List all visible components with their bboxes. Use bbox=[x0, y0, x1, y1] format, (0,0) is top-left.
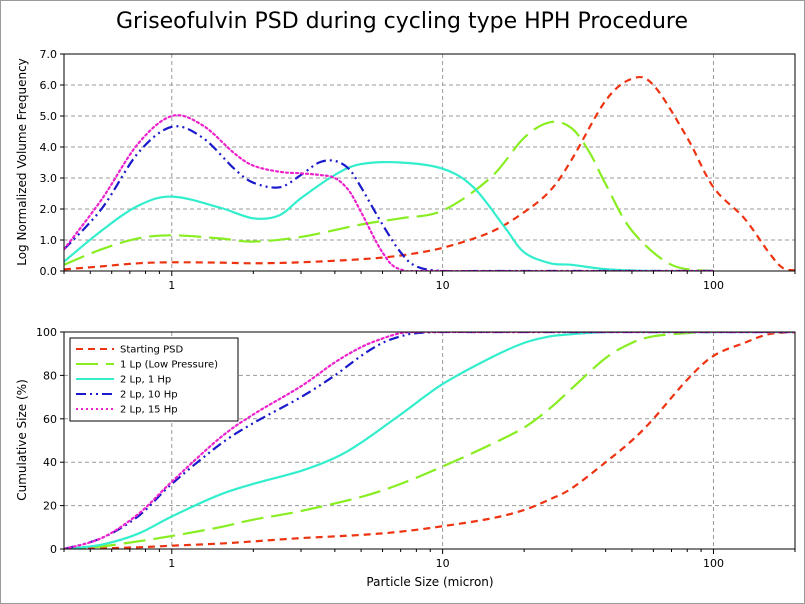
cumulative-series-line-5 bbox=[64, 332, 795, 549]
frequency-series-line-5 bbox=[64, 114, 715, 271]
frequency-y-tick-label: 0.0 bbox=[40, 265, 58, 278]
legend-label-5: 2 Lp, 15 Hp bbox=[120, 405, 178, 416]
frequency-plot: Log Normalized Volume Frequency 0.0 1.0 2.… bbox=[15, 48, 796, 292]
frequency-y-tick-label: 5.0 bbox=[40, 110, 58, 123]
frequency-y-axis-label: Log Normalized Volume Frequency bbox=[15, 58, 29, 266]
frequency-series-line-3 bbox=[64, 161, 714, 271]
frequency-series-line-4 bbox=[64, 125, 714, 271]
legend-label-3: 2 Lp, 1 Hp bbox=[120, 375, 171, 386]
frequency-x-tick-label: 100 bbox=[703, 279, 724, 292]
frequency-series-line-1 bbox=[64, 75, 795, 271]
cumulative-y-tick-label: 0 bbox=[50, 543, 57, 556]
legend-label-2: 1 Lp (Low Pressure) bbox=[120, 360, 218, 371]
frequency-series-line-2 bbox=[64, 120, 714, 271]
cumulative-y-tick-label: 20 bbox=[43, 500, 57, 513]
cumulative-plot-frame bbox=[63, 331, 796, 550]
frequency-y-tick-label: 4.0 bbox=[40, 141, 58, 154]
frequency-y-tick-label: 3.0 bbox=[40, 172, 58, 185]
chart-title: Griseofulvin PSD during cycling type HPH… bbox=[116, 9, 688, 34]
frequency-x-tick-label: 1 bbox=[168, 279, 175, 292]
legend: Starting PSD 1 Lp (Low Pressure) 2 Lp, 1 H… bbox=[69, 337, 239, 422]
frequency-y-tick-label: 6.0 bbox=[40, 79, 58, 92]
cumulative-series-line-3 bbox=[64, 332, 795, 549]
frequency-plot-frame bbox=[63, 53, 796, 272]
cumulative-series-line-2 bbox=[64, 332, 795, 549]
cumulative-series-line-1 bbox=[64, 332, 795, 549]
x-axis-label: Particle Size (micron) bbox=[366, 575, 493, 589]
frequency-y-tick-label: 2.0 bbox=[40, 203, 58, 216]
cumulative-series-line-4 bbox=[64, 332, 795, 549]
legend-label-4: 2 Lp, 10 Hp bbox=[120, 390, 178, 401]
cumulative-x-tick-label: 1 bbox=[168, 557, 175, 570]
cumulative-y-tick-label: 100 bbox=[36, 326, 57, 339]
cumulative-x-tick-label: 100 bbox=[703, 557, 724, 570]
cumulative-x-tick-label: 10 bbox=[436, 557, 450, 570]
frequency-y-tick-label: 1.0 bbox=[40, 234, 58, 247]
cumulative-y-tick-label: 80 bbox=[43, 369, 57, 382]
frequency-x-tick-label: 10 bbox=[436, 279, 450, 292]
cumulative-y-axis-label: Cumulative Size (%) bbox=[15, 379, 29, 501]
cumulative-plot: Cumulative Size (%) Particle Size (micro… bbox=[15, 326, 796, 589]
legend-label-1: Starting PSD bbox=[120, 345, 183, 356]
cumulative-y-tick-label: 60 bbox=[43, 413, 57, 426]
cumulative-y-tick-label: 40 bbox=[43, 456, 57, 469]
frequency-y-tick-label: 7.0 bbox=[40, 48, 58, 61]
